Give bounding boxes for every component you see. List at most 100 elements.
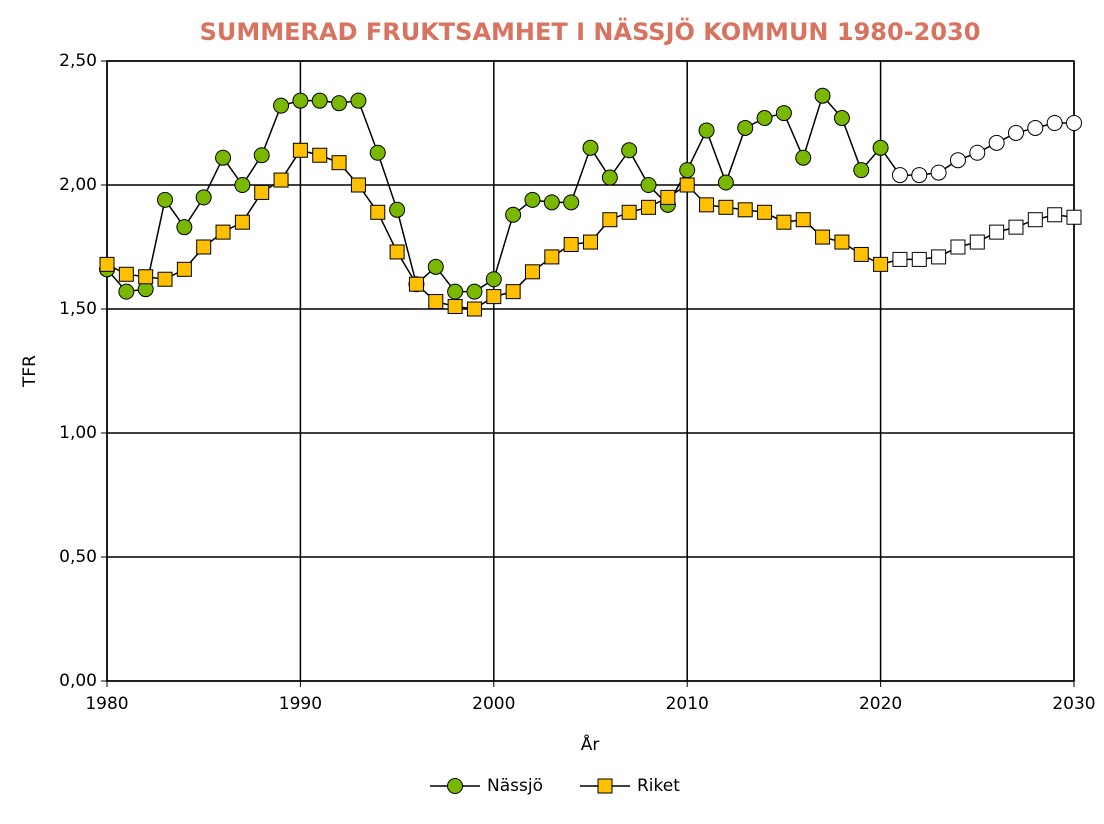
data-point [253, 147, 270, 164]
data-point [1008, 219, 1024, 235]
data-point [196, 239, 212, 255]
data-point [195, 189, 212, 206]
legend-label: Nässjö [487, 776, 543, 796]
data-point [466, 301, 482, 317]
x-tick-label: 1980 [85, 694, 128, 714]
data-point [292, 92, 309, 109]
chart-title: SUMMERAD FRUKTSAMHET I NÄSSJÖ KOMMUN 198… [200, 16, 981, 46]
data-point [157, 271, 173, 287]
y-tick-label: 0,50 [59, 547, 97, 567]
data-point [544, 249, 560, 265]
legend-marker [447, 778, 463, 794]
data-point [699, 197, 715, 213]
data-point [602, 212, 618, 228]
data-point [215, 224, 231, 240]
data-point [795, 212, 811, 228]
data-point [447, 283, 464, 300]
data-point [350, 177, 366, 193]
data-point [369, 144, 386, 161]
x-tick-label: 1990 [279, 694, 322, 714]
data-point [853, 246, 869, 262]
data-point [331, 155, 347, 171]
data-point [815, 229, 831, 245]
data-point [1027, 212, 1043, 228]
data-point [563, 237, 579, 253]
data-point [795, 149, 812, 166]
data-point [563, 194, 580, 211]
data-point [543, 194, 560, 211]
data-point [234, 177, 251, 193]
data-point [814, 87, 831, 104]
data-point [833, 110, 850, 127]
data-point [583, 234, 598, 250]
data-point [486, 289, 502, 305]
x-tick-label: 2020 [859, 694, 902, 714]
y-tick-label: 2,50 [59, 51, 97, 71]
data-point [911, 251, 927, 267]
data-point [989, 224, 1005, 240]
plot-area [106, 60, 1075, 682]
data-point [718, 199, 734, 215]
data-point [834, 234, 850, 250]
data-point [891, 167, 908, 184]
data-point [756, 110, 773, 127]
data-point [737, 119, 754, 136]
data-point [118, 266, 134, 282]
data-point [157, 191, 174, 208]
legend-marker [597, 778, 613, 794]
data-point [737, 202, 753, 218]
data-point [931, 249, 947, 265]
y-tick-label: 1,00 [59, 423, 97, 443]
data-point [234, 214, 250, 230]
data-point [215, 149, 232, 166]
data-point [949, 152, 966, 169]
data-point [447, 299, 463, 315]
x-tick-label: 2010 [666, 694, 709, 714]
data-point [331, 95, 348, 112]
data-point [601, 169, 618, 186]
data-point [427, 258, 444, 275]
data-point [853, 162, 870, 179]
data-point [873, 256, 889, 272]
data-point [969, 144, 986, 161]
data-point [524, 264, 540, 280]
data-point [776, 214, 792, 230]
data-point [950, 239, 966, 255]
data-point [176, 219, 193, 236]
x-tick-label: 2000 [472, 694, 515, 714]
data-point [621, 204, 637, 220]
y-axis-label: TFR [20, 355, 40, 388]
data-point [408, 276, 424, 292]
data-point [312, 147, 328, 163]
data-point [466, 283, 483, 300]
legend-label: Riket [637, 776, 680, 796]
y-tick-label: 0,00 [59, 671, 97, 691]
data-point [930, 164, 947, 181]
data-point [273, 172, 289, 188]
data-point [717, 174, 734, 191]
data-point [292, 142, 308, 158]
data-point [138, 269, 154, 285]
data-point [872, 139, 889, 156]
data-point [1047, 207, 1063, 223]
data-point [911, 167, 928, 184]
data-point [524, 191, 541, 208]
data-point [660, 189, 676, 205]
data-point [350, 92, 367, 109]
data-point [640, 177, 657, 193]
data-point [757, 204, 773, 220]
data-point [505, 284, 521, 300]
data-point [775, 105, 792, 122]
data-point [582, 139, 599, 156]
data-point [679, 162, 696, 179]
data-point [389, 244, 405, 260]
y-tick-label: 1,50 [59, 299, 97, 319]
data-point [679, 177, 695, 193]
data-point [1007, 124, 1024, 141]
data-point [641, 199, 657, 215]
x-tick-label: 2030 [1052, 694, 1095, 714]
data-point [698, 122, 715, 139]
y-tick-label: 2,00 [59, 175, 97, 195]
